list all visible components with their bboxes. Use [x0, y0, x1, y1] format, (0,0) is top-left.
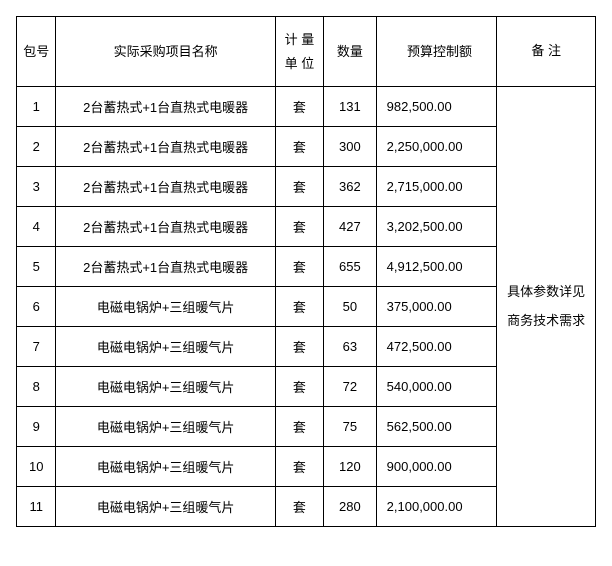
cell-unit: 套	[275, 287, 323, 327]
cell-quantity: 362	[324, 167, 377, 207]
cell-package-no: 11	[17, 487, 56, 527]
cell-unit: 套	[275, 207, 323, 247]
cell-unit: 套	[275, 247, 323, 287]
header-package-no: 包号	[17, 17, 56, 87]
cell-unit: 套	[275, 127, 323, 167]
cell-budget: 2,100,000.00	[376, 487, 497, 527]
cell-budget: 375,000.00	[376, 287, 497, 327]
cell-unit: 套	[275, 487, 323, 527]
table-body: 12台蓄热式+1台直热式电暖器套131982,500.00具体参数详见商务技术需…	[17, 87, 596, 527]
cell-quantity: 300	[324, 127, 377, 167]
cell-budget: 3,202,500.00	[376, 207, 497, 247]
cell-quantity: 131	[324, 87, 377, 127]
procurement-table: 包号 实际采购项目名称 计 量单 位 数量 预算控制额 备 注 12台蓄热式+1…	[16, 16, 596, 527]
cell-quantity: 72	[324, 367, 377, 407]
cell-package-no: 1	[17, 87, 56, 127]
header-unit: 计 量单 位	[275, 17, 323, 87]
cell-unit: 套	[275, 407, 323, 447]
cell-unit: 套	[275, 167, 323, 207]
table-row: 12台蓄热式+1台直热式电暖器套131982,500.00具体参数详见商务技术需…	[17, 87, 596, 127]
cell-project-name: 2台蓄热式+1台直热式电暖器	[56, 127, 275, 167]
cell-budget: 540,000.00	[376, 367, 497, 407]
cell-project-name: 2台蓄热式+1台直热式电暖器	[56, 247, 275, 287]
cell-project-name: 2台蓄热式+1台直热式电暖器	[56, 87, 275, 127]
cell-package-no: 7	[17, 327, 56, 367]
cell-package-no: 4	[17, 207, 56, 247]
table-header-row: 包号 实际采购项目名称 计 量单 位 数量 预算控制额 备 注	[17, 17, 596, 87]
cell-unit: 套	[275, 447, 323, 487]
cell-package-no: 8	[17, 367, 56, 407]
cell-package-no: 3	[17, 167, 56, 207]
cell-quantity: 50	[324, 287, 377, 327]
cell-budget: 562,500.00	[376, 407, 497, 447]
cell-budget: 900,000.00	[376, 447, 497, 487]
cell-project-name: 电磁电锅炉+三组暖气片	[56, 327, 275, 367]
cell-package-no: 2	[17, 127, 56, 167]
header-project-name: 实际采购项目名称	[56, 17, 275, 87]
cell-unit: 套	[275, 327, 323, 367]
cell-budget: 2,250,000.00	[376, 127, 497, 167]
cell-project-name: 电磁电锅炉+三组暖气片	[56, 407, 275, 447]
cell-budget: 2,715,000.00	[376, 167, 497, 207]
cell-package-no: 9	[17, 407, 56, 447]
cell-project-name: 2台蓄热式+1台直热式电暖器	[56, 167, 275, 207]
header-quantity: 数量	[324, 17, 377, 87]
header-budget: 预算控制额	[376, 17, 497, 87]
cell-quantity: 427	[324, 207, 377, 247]
cell-project-name: 电磁电锅炉+三组暖气片	[56, 487, 275, 527]
cell-unit: 套	[275, 87, 323, 127]
cell-quantity: 280	[324, 487, 377, 527]
cell-quantity: 63	[324, 327, 377, 367]
cell-quantity: 120	[324, 447, 377, 487]
cell-package-no: 5	[17, 247, 56, 287]
cell-project-name: 电磁电锅炉+三组暖气片	[56, 367, 275, 407]
cell-quantity: 75	[324, 407, 377, 447]
cell-unit: 套	[275, 367, 323, 407]
cell-package-no: 6	[17, 287, 56, 327]
cell-project-name: 电磁电锅炉+三组暖气片	[56, 447, 275, 487]
header-remark: 备 注	[497, 17, 596, 87]
cell-project-name: 2台蓄热式+1台直热式电暖器	[56, 207, 275, 247]
cell-package-no: 10	[17, 447, 56, 487]
cell-quantity: 655	[324, 247, 377, 287]
cell-project-name: 电磁电锅炉+三组暖气片	[56, 287, 275, 327]
cell-budget: 982,500.00	[376, 87, 497, 127]
cell-remark: 具体参数详见商务技术需求	[497, 87, 596, 527]
cell-budget: 472,500.00	[376, 327, 497, 367]
cell-budget: 4,912,500.00	[376, 247, 497, 287]
